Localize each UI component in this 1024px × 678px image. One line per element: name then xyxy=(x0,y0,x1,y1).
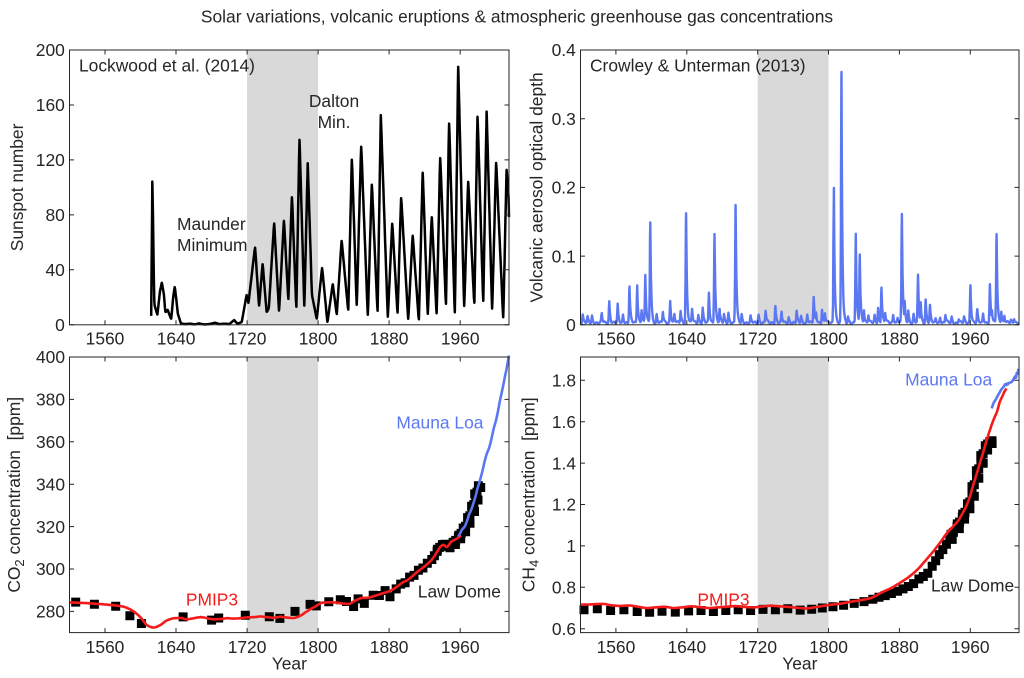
svg-text:1960: 1960 xyxy=(951,637,990,657)
svg-text:380: 380 xyxy=(36,390,65,410)
svg-text:1.8: 1.8 xyxy=(552,370,576,390)
svg-text:1640: 1640 xyxy=(667,637,706,657)
svg-text:1.2: 1.2 xyxy=(552,495,576,515)
svg-text:0.4: 0.4 xyxy=(552,40,577,60)
svg-text:1960: 1960 xyxy=(951,329,990,349)
svg-text:160: 160 xyxy=(36,95,65,115)
svg-text:Sunspot number: Sunspot number xyxy=(7,123,27,251)
svg-text:1880: 1880 xyxy=(370,329,409,349)
svg-text:0.3: 0.3 xyxy=(552,109,576,129)
svg-text:360: 360 xyxy=(36,432,65,452)
svg-text:1560: 1560 xyxy=(597,637,636,657)
svg-text:1800: 1800 xyxy=(299,329,338,349)
svg-text:CH4 concentration [ppm]: CH4 concentration [ppm] xyxy=(519,397,542,592)
svg-text:1800: 1800 xyxy=(299,637,338,657)
svg-text:1560: 1560 xyxy=(597,329,636,349)
svg-text:320: 320 xyxy=(36,517,65,537)
svg-text:1640: 1640 xyxy=(157,329,196,349)
svg-text:1640: 1640 xyxy=(157,637,196,657)
svg-text:1800: 1800 xyxy=(809,637,848,657)
svg-text:CO2 concentration [ppm]: CO2 concentration [ppm] xyxy=(4,397,27,593)
svg-text:Volcanic aerosol optical depth: Volcanic aerosol optical depth xyxy=(527,72,547,302)
svg-text:1880: 1880 xyxy=(880,329,919,349)
svg-text:1720: 1720 xyxy=(738,637,777,657)
svg-text:Dalton: Dalton xyxy=(309,91,359,111)
svg-text:PMIP3: PMIP3 xyxy=(697,589,749,609)
svg-text:1560: 1560 xyxy=(86,329,125,349)
svg-text:1880: 1880 xyxy=(370,637,409,657)
svg-text:1880: 1880 xyxy=(880,637,919,657)
svg-text:Min.: Min. xyxy=(318,112,351,132)
svg-text:0.1: 0.1 xyxy=(552,246,576,266)
svg-text:PMIP3: PMIP3 xyxy=(186,589,238,609)
svg-text:Lockwood et al. (2014): Lockwood et al. (2014) xyxy=(79,56,255,76)
svg-text:1960: 1960 xyxy=(441,329,480,349)
svg-text:280: 280 xyxy=(36,602,65,622)
svg-text:Year: Year xyxy=(272,653,307,673)
svg-text:Law Dome: Law Dome xyxy=(418,581,501,601)
svg-text:Crowley & Unterman (2013): Crowley & Unterman (2013) xyxy=(590,56,806,76)
svg-text:1720: 1720 xyxy=(228,329,267,349)
svg-text:200: 200 xyxy=(36,40,65,60)
svg-text:340: 340 xyxy=(36,474,65,494)
svg-text:400: 400 xyxy=(36,347,65,367)
svg-text:1960: 1960 xyxy=(441,637,480,657)
svg-text:1: 1 xyxy=(566,536,576,556)
svg-text:0.6: 0.6 xyxy=(552,619,576,639)
svg-text:Mauna Loa: Mauna Loa xyxy=(396,413,483,433)
svg-text:300: 300 xyxy=(36,559,65,579)
svg-text:Mauna Loa: Mauna Loa xyxy=(905,369,992,389)
svg-text:Year: Year xyxy=(782,653,817,673)
svg-text:0: 0 xyxy=(566,315,576,335)
svg-text:0: 0 xyxy=(55,315,65,335)
svg-text:1640: 1640 xyxy=(667,329,706,349)
svg-text:0.2: 0.2 xyxy=(552,178,576,198)
svg-text:40: 40 xyxy=(45,260,64,280)
svg-text:120: 120 xyxy=(36,150,65,170)
svg-text:Maunder: Maunder xyxy=(177,214,246,234)
svg-text:1560: 1560 xyxy=(86,637,125,657)
svg-text:Minimum: Minimum xyxy=(177,235,248,255)
svg-text:1.4: 1.4 xyxy=(552,453,577,473)
svg-text:1720: 1720 xyxy=(228,637,267,657)
svg-text:80: 80 xyxy=(45,205,64,225)
svg-text:Solar variations, volcanic eru: Solar variations, volcanic eruptions & a… xyxy=(201,7,834,27)
svg-text:1720: 1720 xyxy=(738,329,777,349)
svg-text:0.8: 0.8 xyxy=(552,577,576,597)
svg-text:1800: 1800 xyxy=(809,329,848,349)
svg-text:Law Dome: Law Dome xyxy=(931,576,1014,596)
svg-text:1.6: 1.6 xyxy=(552,412,576,432)
